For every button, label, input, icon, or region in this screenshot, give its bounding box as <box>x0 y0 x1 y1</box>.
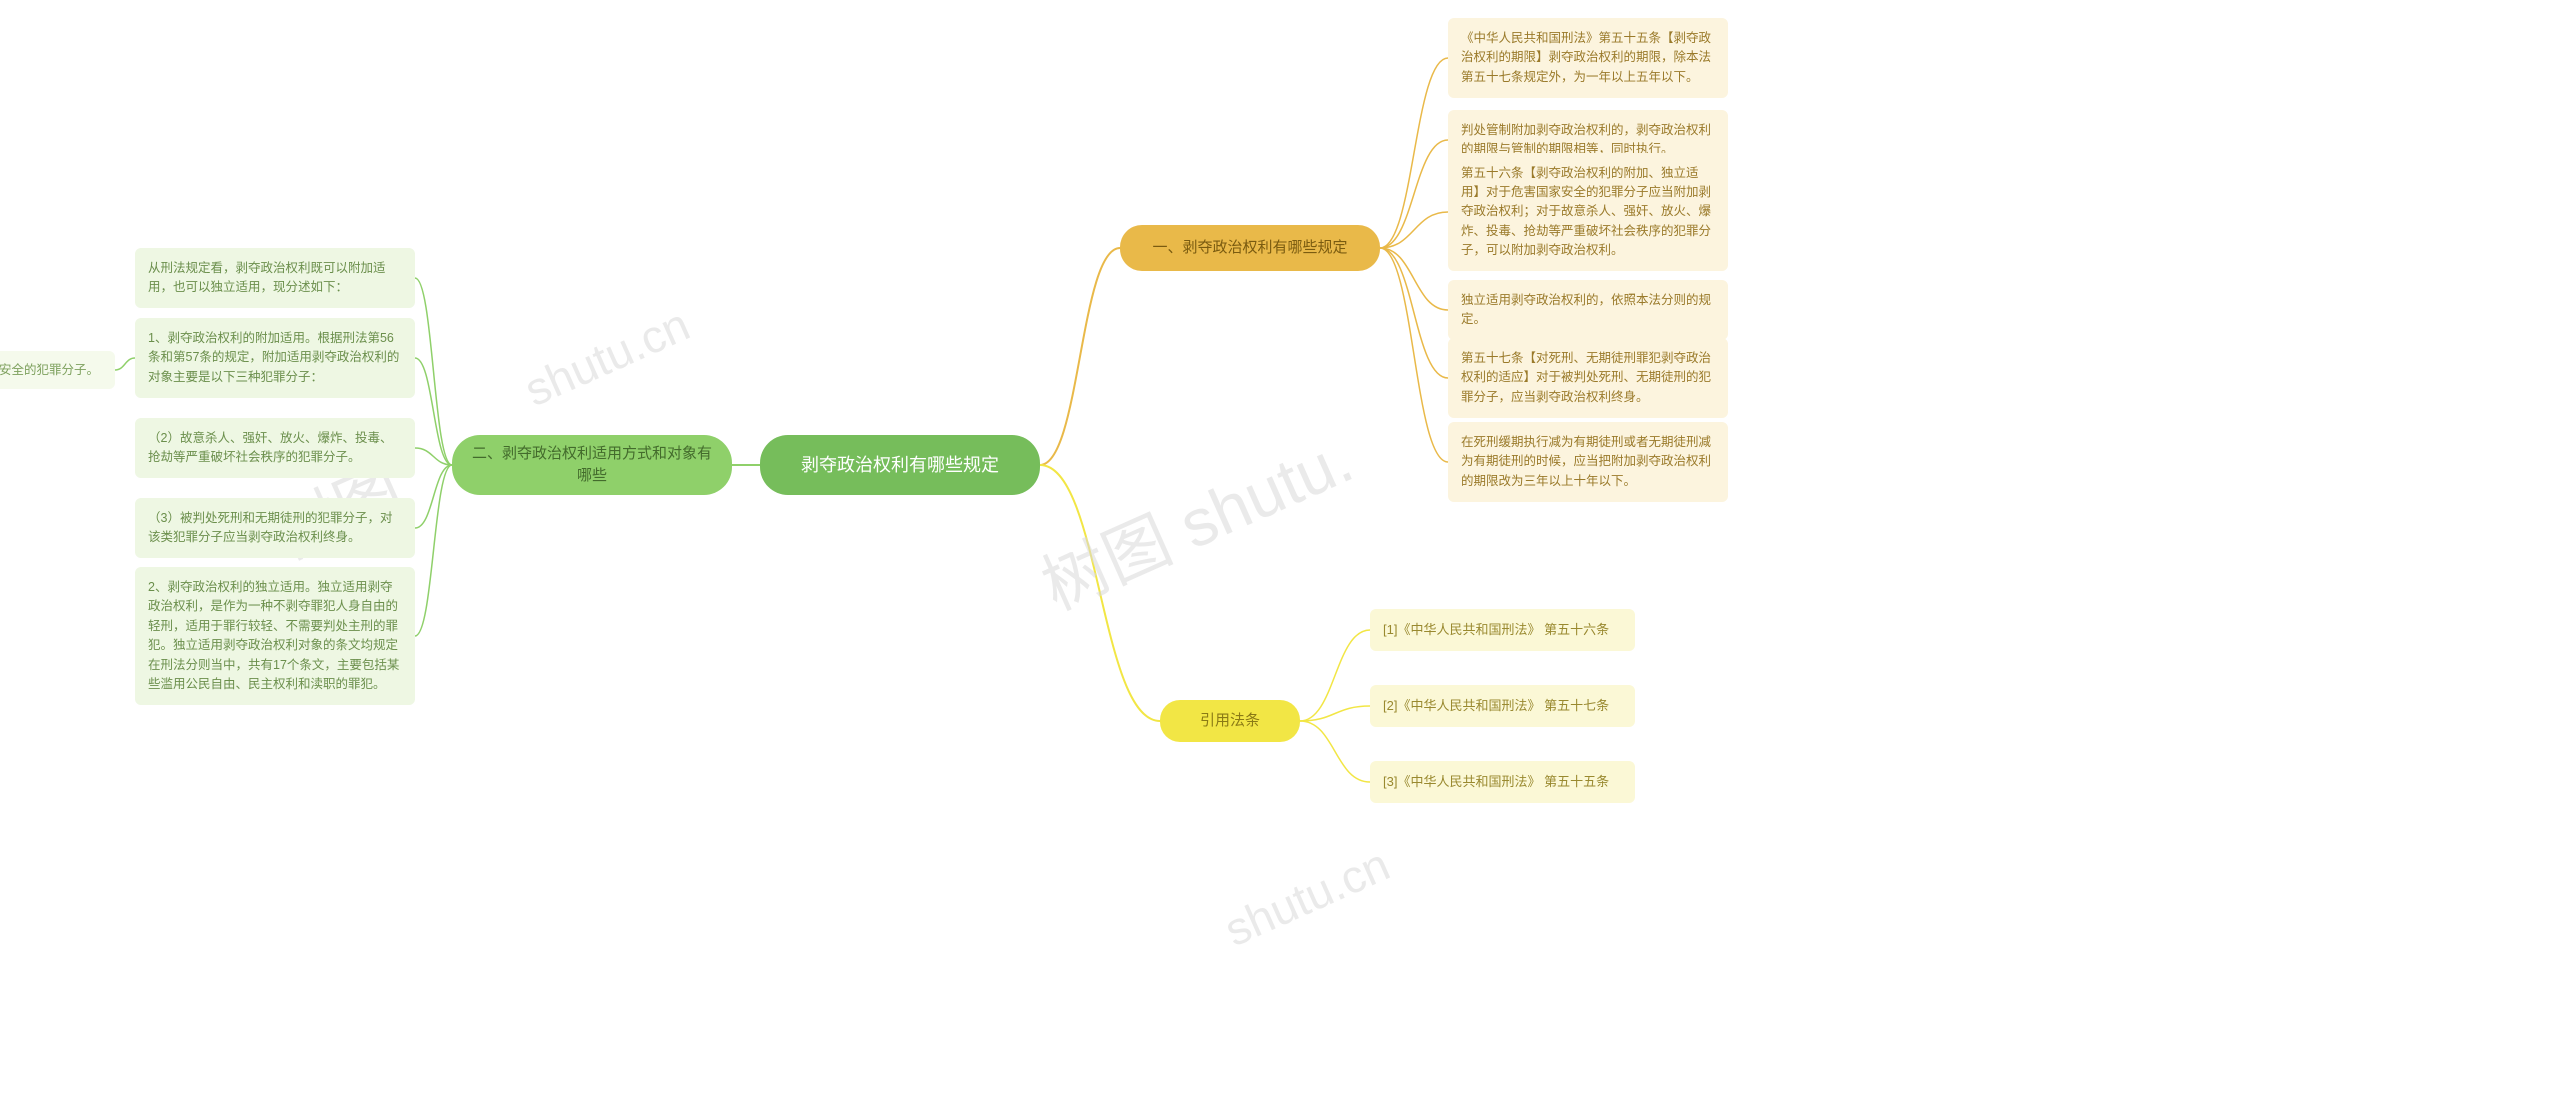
branch-2-leaf-3[interactable]: （3）被判处死刑和无期徒刑的犯罪分子，对该类犯罪分子应当剥夺政治权利终身。 <box>135 498 415 559</box>
branch-1-leaf-0[interactable]: 《中华人民共和国刑法》第五十五条【剥夺政治权利的期限】剥夺政治权利的期限，除本法… <box>1448 18 1728 98</box>
branch-3-leaf-1[interactable]: [2]《中华人民共和国刑法》 第五十七条 <box>1370 685 1635 727</box>
watermark-1: shutu.cn <box>517 297 698 417</box>
branch-1-leaf-3[interactable]: 独立适用剥夺政治权利的，依照本法分则的规定。 <box>1448 280 1728 341</box>
watermark-4: shutu.cn <box>1217 837 1398 957</box>
branch-1[interactable]: 一、剥夺政治权利有哪些规定 <box>1120 225 1380 271</box>
branch-3[interactable]: 引用法条 <box>1160 700 1300 742</box>
watermark-3: 树图 shutu. <box>1025 407 1366 629</box>
branch-2-leaf-4[interactable]: 2、剥夺政治权利的独立适用。独立适用剥夺政治权利，是作为一种不剥夺罪犯人身自由的… <box>135 567 415 705</box>
branch-1-leaf-2[interactable]: 第五十六条【剥夺政治权利的附加、独立适用】对于危害国家安全的犯罪分子应当附加剥夺… <box>1448 153 1728 272</box>
branch-1-leaf-4[interactable]: 第五十七条【对死刑、无期徒刑罪犯剥夺政治权利的适应】对于被判处死刑、无期徒刑的犯… <box>1448 338 1728 418</box>
mindmap-canvas: shutu.cn 树图 树图 shutu. shutu.cn 剥夺政治权利有哪些… <box>0 0 2560 1104</box>
branch-2-leaf-1[interactable]: 1、剥夺政治权利的附加适用。根据刑法第56条和第57条的规定，附加适用剥夺政治权… <box>135 318 415 398</box>
branch-2[interactable]: 二、剥夺政治权利适用方式和对象有哪些 <box>452 435 732 495</box>
branch-2-leaf-1-sub[interactable]: （1）危害国家安全的犯罪分子。 <box>0 351 115 390</box>
branch-3-leaf-2[interactable]: [3]《中华人民共和国刑法》 第五十五条 <box>1370 761 1635 803</box>
branch-3-leaf-0[interactable]: [1]《中华人民共和国刑法》 第五十六条 <box>1370 609 1635 651</box>
branch-2-leaf-2[interactable]: （2）故意杀人、强奸、放火、爆炸、投毒、抢劫等严重破坏社会秩序的犯罪分子。 <box>135 418 415 479</box>
branch-1-leaf-5[interactable]: 在死刑缓期执行减为有期徒刑或者无期徒刑减为有期徒刑的时候，应当把附加剥夺政治权利… <box>1448 422 1728 502</box>
branch-2-leaf-0[interactable]: 从刑法规定看，剥夺政治权利既可以附加适用，也可以独立适用，现分述如下： <box>135 248 415 309</box>
root-node[interactable]: 剥夺政治权利有哪些规定 <box>760 435 1040 495</box>
